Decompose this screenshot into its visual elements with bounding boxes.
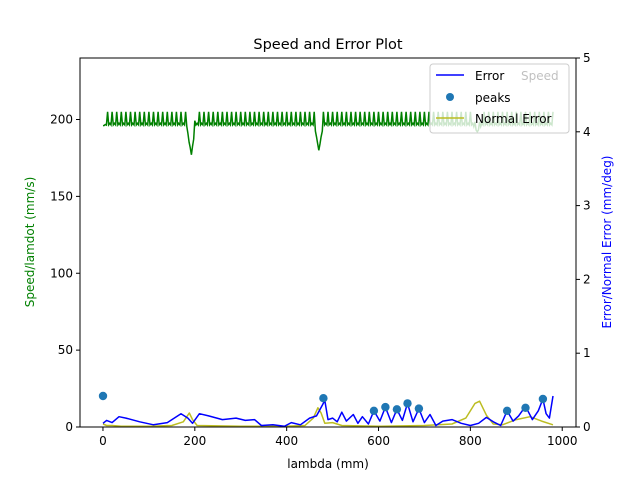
x-axis-label: lambda (mm) [287, 457, 369, 471]
peak-point [319, 394, 328, 403]
y-right-tick-label: 3 [583, 199, 591, 213]
y-right-tick-label: 5 [583, 51, 591, 65]
legend-peaks-swatch [446, 93, 454, 101]
y-axis-left-label: Speed/lamdot (mm/s) [23, 177, 37, 308]
peak-point [392, 405, 402, 414]
plot-frame [79, 57, 577, 428]
legend-error-label: Error [475, 69, 504, 83]
peak-point [403, 399, 412, 408]
plot-area [98, 111, 554, 428]
y-axis-right-label: Error/Normal Error (mm/deg) [600, 156, 614, 329]
legend-speed-label: Speed [521, 69, 559, 83]
y-left-tick-label: 0 [65, 420, 73, 434]
peak-point [98, 391, 108, 401]
y-left-tick-label: 150 [50, 189, 73, 203]
y-axis-left: 0 50 100 150 200 [50, 113, 80, 434]
legend: Error Speed peaks Normal Error [429, 63, 570, 134]
y-right-tick-label: 2 [583, 272, 591, 286]
x-tick-label: 800 [459, 434, 482, 448]
y-left-tick-label: 200 [50, 113, 73, 127]
x-axis: 0 200 400 600 800 1000 [99, 427, 577, 448]
peak-point [538, 394, 548, 404]
legend-box [429, 63, 570, 134]
chart-title: Speed and Error Plot [253, 37, 403, 53]
peak-point [521, 403, 530, 412]
x-tick-label: 200 [183, 434, 206, 448]
y-axis-right: 0 1 2 3 4 5 [576, 51, 591, 434]
normal-error-line [102, 400, 554, 428]
x-tick-label: 400 [275, 434, 298, 448]
y-right-tick-label: 1 [583, 346, 591, 360]
y-right-tick-label: 4 [583, 125, 591, 139]
peak-point [369, 406, 379, 415]
peak-point [502, 406, 512, 415]
peak-point [414, 404, 424, 413]
y-left-tick-label: 100 [50, 266, 73, 280]
legend-normal-error-label: Normal Error [475, 112, 552, 126]
x-tick-label: 1000 [547, 434, 578, 448]
peak-point [381, 402, 390, 412]
x-tick-label: 0 [99, 434, 107, 448]
y-left-tick-label: 50 [58, 343, 73, 357]
legend-peaks-label: peaks [475, 91, 511, 105]
x-tick-label: 600 [367, 434, 390, 448]
y-right-tick-label: 0 [583, 420, 591, 434]
error-line [102, 395, 554, 428]
